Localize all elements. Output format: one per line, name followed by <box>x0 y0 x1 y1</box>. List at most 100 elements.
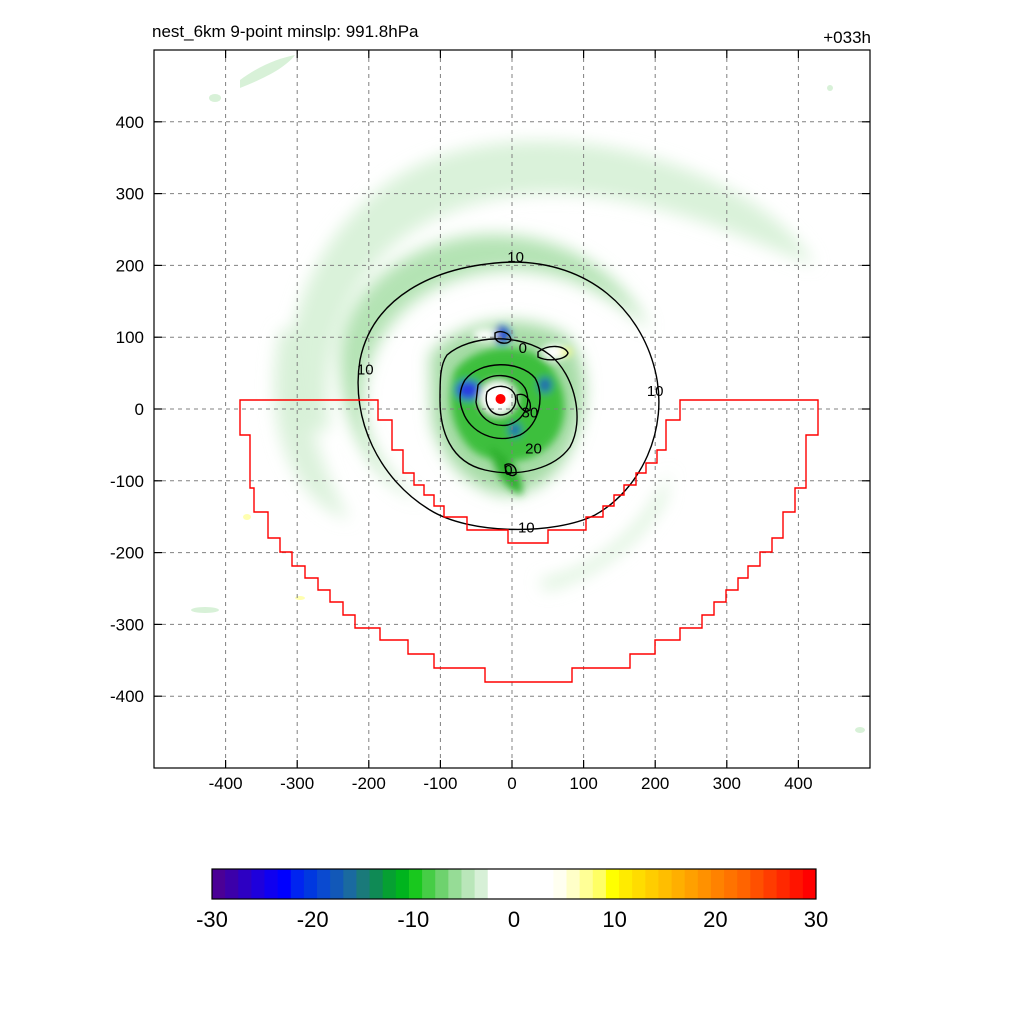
contour-10-outer <box>357 261 660 531</box>
forecast-hour: +033h <box>823 28 871 47</box>
storm-center-marker <box>495 393 506 404</box>
colorbar-swatch <box>212 869 226 899</box>
colorbar-swatch <box>408 869 423 899</box>
plot-title: nest_6km 9-point minslp: 991.8hPa <box>152 22 419 41</box>
colorbar-swatch <box>382 869 397 899</box>
colorbar-swatch <box>802 869 817 899</box>
colorbar-swatch <box>395 869 410 899</box>
y-tick-label: 200 <box>116 256 144 275</box>
colorbar-swatch <box>474 869 489 899</box>
colorbar-swatch <box>763 869 778 899</box>
colorbar-swatch <box>277 869 292 899</box>
colorbar-swatch <box>710 869 725 899</box>
southern-band <box>540 470 670 590</box>
domain-boundary <box>239 399 819 683</box>
colorbar <box>211 868 817 900</box>
y-tick-label: 400 <box>116 113 144 132</box>
colorbar-swatch <box>776 869 791 899</box>
x-tick-label: -200 <box>352 774 386 793</box>
wind-contours <box>357 261 660 531</box>
colorbar-swatch <box>369 869 384 899</box>
contour-label: 10 <box>518 519 535 536</box>
colorbar-swatch <box>527 869 541 899</box>
colorbar-swatch <box>343 869 357 899</box>
colorbar-swatch <box>422 869 436 899</box>
contour-30-a <box>459 364 541 440</box>
x-tick-label: 300 <box>713 774 741 793</box>
y-tick-label: 100 <box>116 328 144 347</box>
colorbar-swatch <box>514 869 528 899</box>
contour-label: 0 <box>519 340 527 357</box>
blue-cell-east <box>538 377 552 393</box>
colorbar-swatch <box>225 869 239 899</box>
white-gap-north <box>473 329 497 341</box>
x-tick-label: -400 <box>209 774 243 793</box>
colorbar-swatch <box>290 869 305 899</box>
colorbar-swatch <box>684 869 699 899</box>
y-tick-label: 0 <box>135 400 144 419</box>
colorbar-swatch <box>592 869 607 899</box>
colorbar-swatch <box>448 869 462 899</box>
colorbar-tick-label: -30 <box>196 907 228 932</box>
colorbar-swatch <box>619 869 633 899</box>
colorbar-swatch <box>632 869 646 899</box>
colorbar-swatch <box>251 869 266 899</box>
colorbar-swatch <box>658 869 673 899</box>
x-tick-label: 400 <box>784 774 812 793</box>
colorbar-swatch <box>461 869 476 899</box>
y-tick-label: -100 <box>110 472 144 491</box>
colorbar-swatch <box>789 869 804 899</box>
yellow-cell <box>560 348 572 356</box>
colorbar-tick-label: -10 <box>397 907 429 932</box>
y-tick-label: -300 <box>110 615 144 634</box>
contour-label: 30 <box>522 405 539 422</box>
colorbar-swatch <box>540 869 554 899</box>
colorbar-swatch <box>487 869 502 899</box>
contour-label: 0 <box>504 462 512 479</box>
x-tick-label: 200 <box>641 774 669 793</box>
colorbar-tick-label: 20 <box>703 907 727 932</box>
outer-rainband-west <box>273 330 350 520</box>
colorbar-swatch <box>500 869 515 899</box>
colorbar-swatch <box>697 869 712 899</box>
colorbar-swatch <box>317 869 331 899</box>
contour-label: 10 <box>507 249 524 266</box>
colorbar-tick-label: 0 <box>508 907 520 932</box>
colorbar-swatch <box>750 869 764 899</box>
contour-0-n <box>494 331 512 344</box>
y-tick-label: -200 <box>110 544 144 563</box>
colorbar-tick-labels: -30 -20 -10 0 10 20 30 <box>196 907 828 932</box>
colorbar-swatch <box>553 869 568 899</box>
contour-30-b <box>475 374 529 427</box>
shaded-field <box>191 55 865 733</box>
colorbar-swatch <box>566 869 581 899</box>
colorbar-tick-label: -20 <box>297 907 329 932</box>
contour-label: 20 <box>525 440 542 457</box>
colorbar-frame <box>211 868 817 900</box>
colorbar-swatch <box>356 869 371 899</box>
x-axis-tick-labels: -400 -300 -200 -100 0 100 200 300 400 <box>209 774 813 793</box>
colorbar-swatch <box>724 869 738 899</box>
colorbar-tick-label: 10 <box>602 907 626 932</box>
colorbar-swatch <box>330 869 344 899</box>
colorbar-swatch <box>645 869 659 899</box>
axis-ticks <box>154 50 870 768</box>
x-tick-label: 0 <box>507 774 516 793</box>
colorbar-tick-label: 30 <box>804 907 828 932</box>
colorbar-swatch <box>238 869 252 899</box>
colorbar-swatch <box>671 869 686 899</box>
x-tick-label: -100 <box>423 774 457 793</box>
colorbar-swatch <box>737 869 751 899</box>
y-axis-tick-labels: 400 300 200 100 0 -100 -200 -300 -400 <box>110 113 144 706</box>
colorbar-swatch <box>264 869 279 899</box>
y-tick-label: 300 <box>116 185 144 204</box>
contour-0-ne <box>537 345 569 361</box>
contour-30-c <box>485 385 517 416</box>
x-tick-label: -300 <box>280 774 314 793</box>
colorbar-swatch <box>579 869 594 899</box>
contour-label: 10 <box>357 362 374 379</box>
colorbar-swatch <box>605 869 620 899</box>
colorbar-swatch <box>303 869 318 899</box>
x-tick-label: 100 <box>569 774 597 793</box>
